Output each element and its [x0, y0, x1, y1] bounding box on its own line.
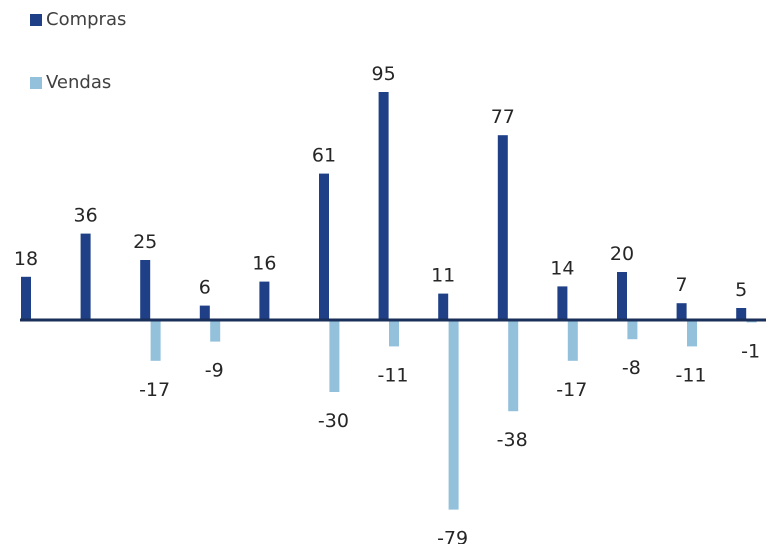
bar-vendas-6 — [448, 320, 459, 510]
bar-compras-6 — [378, 92, 389, 320]
bar-vendas-10 — [687, 320, 697, 347]
legend-swatch-vendas — [30, 76, 42, 89]
label-compras-7: 11 — [431, 265, 455, 287]
label-compras-9: 14 — [550, 257, 574, 279]
label-vendas-6: -79 — [437, 528, 468, 544]
bar-vendas-4 — [329, 320, 340, 392]
legend-swatch-compras — [30, 13, 42, 26]
label-compras-11: 7 — [676, 274, 688, 296]
bar-vendas-9 — [627, 320, 638, 340]
bar-compras-5 — [319, 173, 329, 320]
label-vendas-10: -11 — [675, 364, 706, 386]
bar-vendas-2 — [210, 320, 221, 342]
label-compras-6: 95 — [372, 63, 396, 85]
legend-label-compras: Compras — [46, 9, 127, 30]
bar-compras-2 — [140, 260, 151, 320]
label-compras-2: 25 — [133, 231, 157, 253]
label-compras-10: 20 — [610, 243, 634, 265]
bar-vendas-8 — [567, 320, 578, 361]
bar-compras-12 — [736, 308, 747, 320]
label-compras-12: 5 — [735, 279, 747, 301]
bar-compras-7 — [438, 293, 449, 320]
bar-compras-11 — [676, 303, 687, 320]
label-vendas-4: -30 — [318, 410, 349, 432]
label-vendas-2: -9 — [205, 360, 224, 382]
label-compras-4: 16 — [252, 253, 276, 275]
label-vendas-9: -8 — [622, 357, 641, 379]
legend-label-vendas: Vendas — [46, 72, 112, 93]
label-vendas-7: -38 — [497, 429, 528, 451]
bar-vendas-5 — [389, 320, 399, 347]
label-compras-0: 18 — [14, 248, 38, 270]
bar-compras-0 — [21, 276, 31, 320]
label-vendas-1: -17 — [139, 379, 170, 401]
bar-compras-3 — [199, 305, 210, 320]
label-compras-8: 77 — [491, 106, 515, 128]
legend-item-compras: Compras — [30, 9, 126, 30]
label-vendas-11: -1 — [741, 340, 760, 362]
bar-vendas-7 — [508, 320, 519, 412]
bar-compras-4 — [259, 281, 270, 320]
bar-compras-1 — [80, 233, 91, 320]
legend-item-vendas: Vendas — [30, 72, 111, 93]
label-vendas-5: -11 — [377, 364, 408, 386]
bar-compras-9 — [557, 286, 568, 320]
label-compras-3: 6 — [199, 277, 211, 299]
label-compras-1: 36 — [74, 205, 98, 227]
bar-compras-8 — [497, 135, 508, 320]
bar-compras-10 — [617, 272, 627, 320]
label-vendas-8: -17 — [556, 379, 587, 401]
label-compras-5: 61 — [312, 145, 336, 167]
bar-vendas-1 — [150, 320, 161, 361]
